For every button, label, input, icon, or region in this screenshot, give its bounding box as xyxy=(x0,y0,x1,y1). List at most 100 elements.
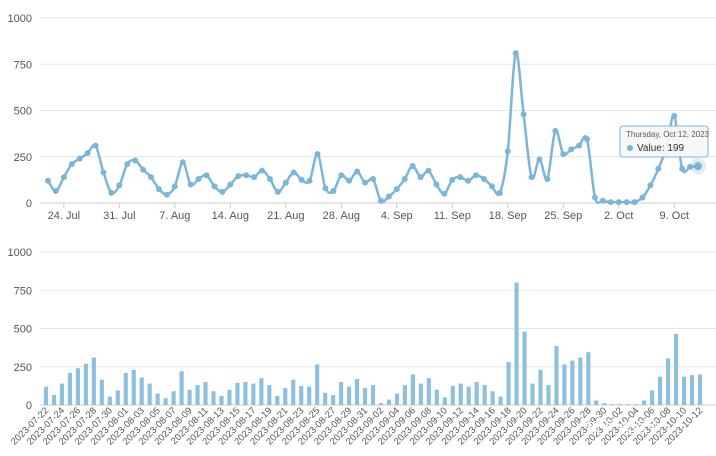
data-point xyxy=(623,199,630,206)
bar xyxy=(642,400,647,405)
bar xyxy=(562,364,567,405)
data-point xyxy=(322,185,329,192)
x-tick-label: 31. Jul xyxy=(103,210,135,222)
bar xyxy=(131,369,136,405)
bar xyxy=(51,395,57,405)
bar xyxy=(307,386,312,405)
data-point xyxy=(60,174,67,181)
data-point xyxy=(433,181,440,188)
bar xyxy=(315,364,320,405)
bar xyxy=(450,385,455,405)
y-tick-label: 750 xyxy=(14,59,32,71)
data-point xyxy=(465,177,472,184)
x-tick-label: 28. Aug xyxy=(323,210,360,222)
bar xyxy=(434,389,439,405)
data-point xyxy=(108,189,115,196)
bar xyxy=(578,357,583,405)
bar xyxy=(83,363,88,405)
bar xyxy=(107,396,112,405)
bar xyxy=(67,372,73,405)
bar xyxy=(418,383,423,405)
bar xyxy=(506,362,511,405)
bar xyxy=(626,404,631,406)
bar xyxy=(187,389,192,405)
data-point xyxy=(203,172,210,179)
data-point xyxy=(314,150,321,157)
tooltip-marker xyxy=(627,145,633,151)
data-point xyxy=(552,127,559,134)
data-point xyxy=(591,194,598,201)
data-point xyxy=(639,194,646,201)
data-point xyxy=(473,172,480,179)
bar xyxy=(275,395,280,405)
bar xyxy=(99,379,104,405)
data-point xyxy=(480,175,487,182)
bar xyxy=(243,382,248,405)
data-point xyxy=(76,155,83,162)
y-tick-label: 500 xyxy=(14,106,32,118)
bar xyxy=(697,374,703,405)
y-tick-label: 1000 xyxy=(8,247,32,259)
bar xyxy=(346,386,352,405)
data-point xyxy=(179,159,186,166)
data-point xyxy=(576,142,583,149)
data-point xyxy=(68,161,75,168)
bar xyxy=(650,390,655,405)
bar xyxy=(538,369,543,405)
bar xyxy=(378,403,384,405)
y-tick-label: 0 xyxy=(26,400,32,412)
bar xyxy=(394,393,400,405)
bar xyxy=(155,393,160,405)
data-point xyxy=(377,197,384,204)
bar xyxy=(634,404,639,406)
bar xyxy=(498,396,503,405)
bar xyxy=(43,386,49,405)
line-chart: 0 250 500 750 1000 24. Jul 31. Jul 7. Aug 14. Au… xyxy=(8,13,716,222)
bar xyxy=(59,383,65,405)
data-point xyxy=(282,179,289,186)
data-point xyxy=(560,150,567,157)
data-point xyxy=(163,191,170,198)
data-point xyxy=(441,190,448,197)
data-point xyxy=(655,165,662,172)
data-point xyxy=(306,177,313,184)
data-point xyxy=(132,157,139,164)
y-tick-label: 250 xyxy=(14,362,32,374)
bar xyxy=(610,404,615,406)
data-point xyxy=(528,174,535,181)
bar xyxy=(514,282,519,405)
bar xyxy=(618,404,623,406)
data-point xyxy=(544,175,551,182)
data-point xyxy=(187,181,194,188)
bar xyxy=(331,395,336,405)
tooltip-date: Thursday, Oct 12, 2023 xyxy=(626,130,710,139)
data-point xyxy=(227,181,234,188)
bar xyxy=(362,388,368,405)
tooltip: Thursday, Oct 12, 2023 Value: 199 xyxy=(619,125,710,158)
bar xyxy=(482,385,487,405)
x-tick-label: 24. Jul xyxy=(48,210,80,222)
data-point xyxy=(219,188,226,195)
watermark-text: 知乎 @阿千 xyxy=(586,419,660,436)
data-point xyxy=(393,186,400,193)
bar xyxy=(75,368,81,405)
data-point xyxy=(346,177,353,184)
bar xyxy=(299,385,304,405)
data-point xyxy=(417,174,424,181)
y-tick-label: 1000 xyxy=(8,13,32,25)
bar xyxy=(546,385,551,405)
y-tick-label: 500 xyxy=(14,324,32,336)
data-point xyxy=(687,163,694,170)
bar xyxy=(522,331,527,405)
data-point xyxy=(298,176,305,183)
bar xyxy=(402,385,408,405)
x-tick-label: 7. Aug xyxy=(159,210,190,222)
data-point xyxy=(409,163,416,169)
data-point xyxy=(274,188,281,195)
bar xyxy=(458,383,463,405)
bar xyxy=(354,378,360,405)
x-tick-label: 14. Aug xyxy=(212,210,249,222)
data-point xyxy=(584,136,591,143)
bar xyxy=(410,374,415,405)
data-point xyxy=(425,167,432,174)
